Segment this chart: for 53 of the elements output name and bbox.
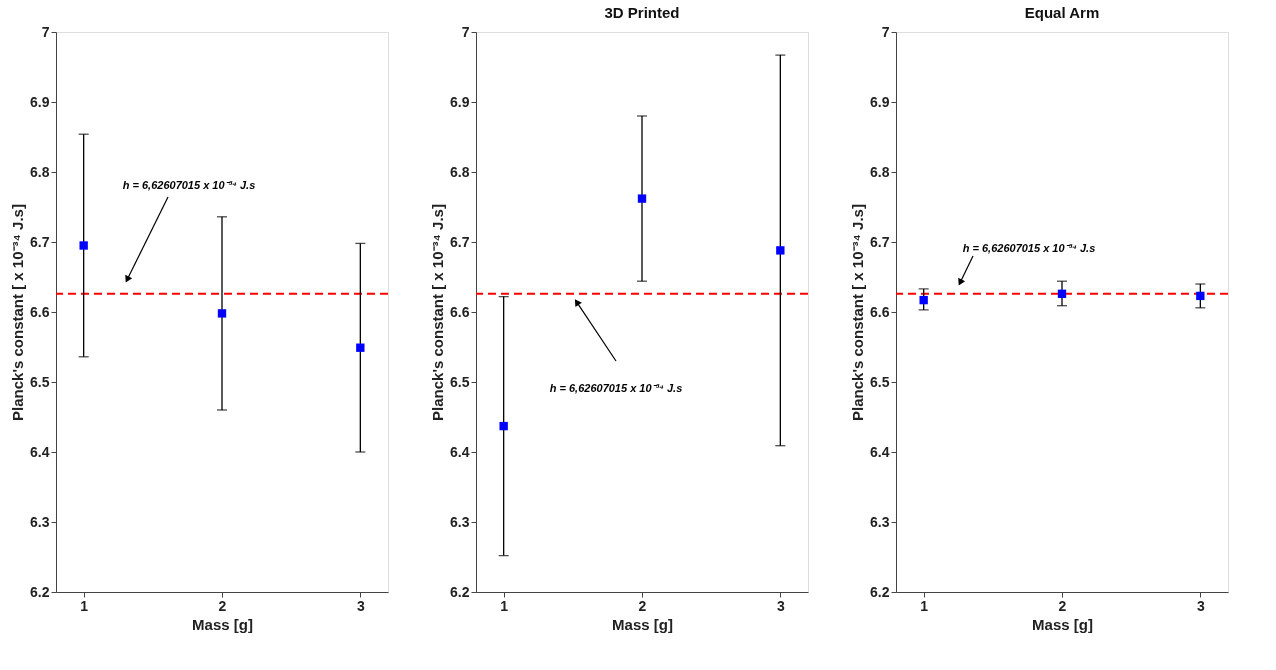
- y-tick-label: 6.7: [450, 233, 470, 250]
- point: [776, 246, 785, 255]
- y-tick-label: 6.2: [30, 583, 50, 600]
- y-tick-label: 7: [461, 23, 470, 40]
- x-tick-label: 3: [356, 597, 365, 614]
- y-tick-label: 6.4: [870, 443, 890, 460]
- x-tick-label: 2: [638, 597, 647, 614]
- y-tick-label: 6.9: [870, 93, 890, 110]
- x-axis-title: Mass [g]: [1032, 615, 1093, 633]
- y-tick-label: 6.6: [870, 303, 890, 320]
- y-tick-label: 6.7: [870, 233, 890, 250]
- y-tick-label: 6.5: [30, 373, 50, 390]
- y-tick-label: 6.9: [450, 93, 470, 110]
- y-tick-label: 7: [881, 23, 890, 40]
- point: [637, 194, 647, 203]
- annotation: h = 6,62607015 x 10⁻³⁴ J.s: [122, 179, 256, 191]
- y-tick-label: 6.5: [870, 373, 890, 390]
- x-tick-label: 3: [776, 597, 785, 614]
- x-axis-title: Mass [g]: [612, 615, 673, 633]
- y-tick-label: 6.4: [30, 443, 50, 460]
- y-tick-label: 6.3: [870, 513, 890, 530]
- x-tick-label: 1: [500, 597, 509, 614]
- y-tick-label: 6.3: [30, 513, 50, 530]
- y-tick-label: 6.4: [450, 443, 470, 460]
- y-tick-label: 7: [41, 23, 50, 40]
- annotation: h = 6,62607015 x 10⁻³⁴ J.s: [962, 242, 1096, 254]
- y-axis-title: Planck's constant [ x 10⁻³⁴ J.s]: [429, 204, 447, 421]
- point: [356, 343, 365, 352]
- y-axis-title: Planck's constant [ x 10⁻³⁴ J.s]: [9, 204, 27, 421]
- chart-title: 3D Printed: [604, 4, 680, 21]
- y-tick-label: 6.2: [450, 583, 470, 600]
- annotation: h = 6,62607015 x 10⁻³⁴ J.s: [549, 382, 683, 394]
- y-axis-title: Planck's constant [ x 10⁻³⁴ J.s]: [849, 204, 867, 421]
- x-tick-label: 1: [920, 597, 929, 614]
- x-tick-label: 2: [1058, 597, 1067, 614]
- y-tick-label: 6.7: [30, 233, 50, 250]
- point: [217, 309, 227, 318]
- y-tick-label: 6.9: [30, 93, 50, 110]
- x-tick-label: 3: [1196, 597, 1205, 614]
- y-tick-label: 6.8: [30, 163, 50, 180]
- y-tick-label: 6.6: [30, 303, 50, 320]
- y-tick-label: 6.8: [450, 163, 470, 180]
- point: [79, 241, 88, 250]
- x-tick-label: 1: [80, 597, 89, 614]
- x-axis-title: Mass [g]: [192, 615, 253, 633]
- y-tick-label: 6.2: [870, 583, 890, 600]
- y-tick-label: 6.3: [450, 513, 470, 530]
- chart-title: Equal Arm: [1024, 4, 1100, 21]
- x-tick-label: 2: [218, 597, 227, 614]
- y-tick-label: 6.8: [870, 163, 890, 180]
- y-tick-label: 6.5: [450, 373, 470, 390]
- point: [499, 421, 508, 431]
- y-tick-label: 6.6: [450, 303, 470, 320]
